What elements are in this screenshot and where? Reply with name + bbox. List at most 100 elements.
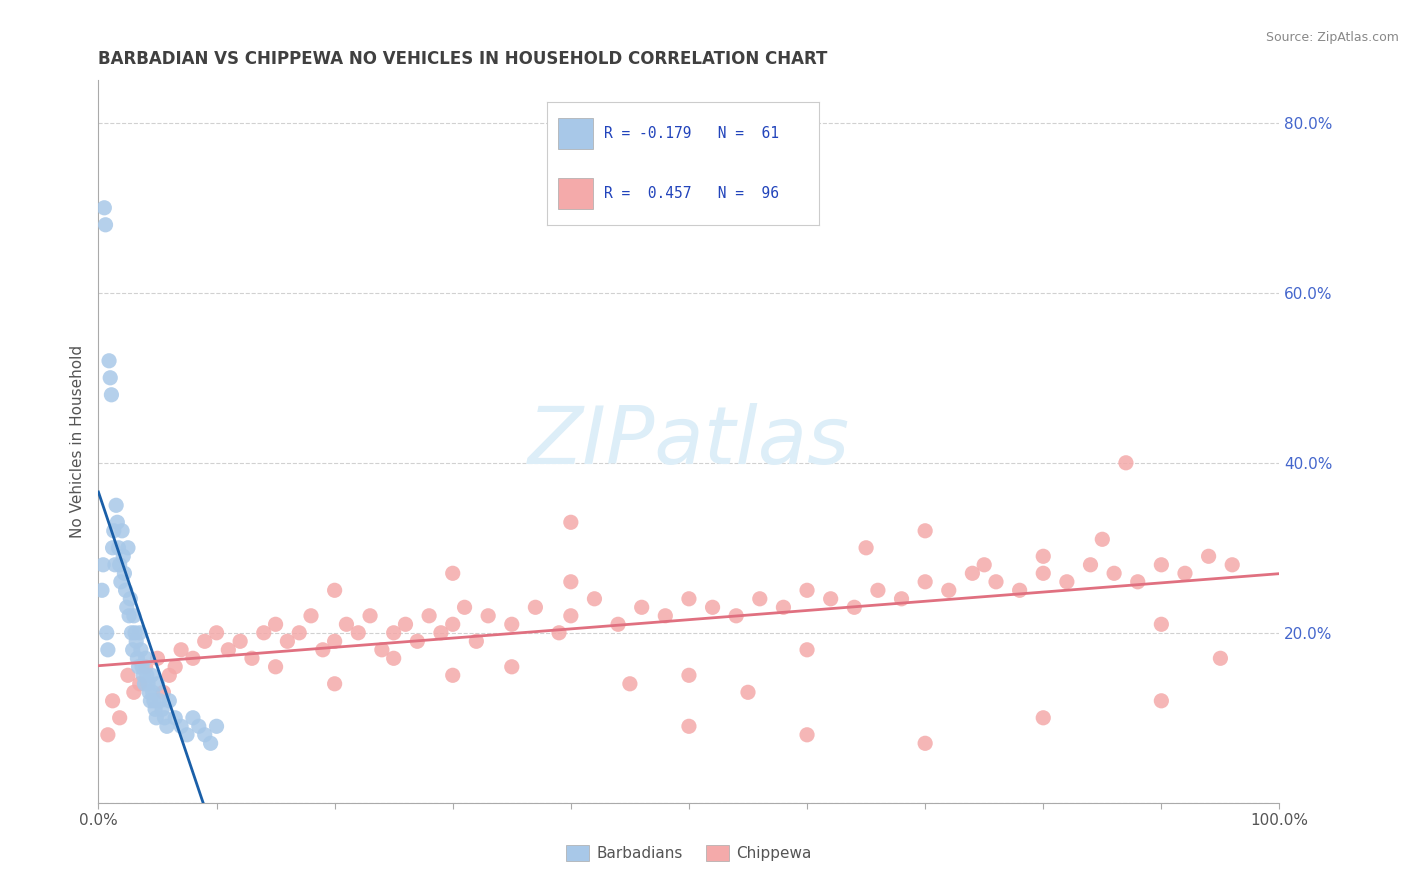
Point — [112, 566, 135, 581]
Point — [678, 668, 700, 682]
Point — [323, 677, 346, 691]
Point — [855, 541, 877, 555]
Point — [1174, 566, 1197, 581]
Point — [382, 625, 405, 640]
Point — [335, 617, 357, 632]
Point — [142, 694, 165, 708]
Point — [914, 574, 936, 589]
Point — [107, 541, 129, 555]
Point — [97, 642, 120, 657]
Point — [141, 668, 163, 682]
Point — [91, 583, 114, 598]
Text: ZIPatlas: ZIPatlas — [527, 402, 851, 481]
Point — [1150, 694, 1173, 708]
Point — [136, 677, 159, 691]
Point — [276, 634, 298, 648]
Point — [122, 608, 145, 623]
Point — [371, 642, 394, 657]
Point — [866, 583, 889, 598]
Point — [127, 651, 149, 665]
Point — [1032, 549, 1054, 564]
Point — [560, 516, 582, 530]
Point — [229, 634, 252, 648]
Point — [205, 719, 228, 733]
Point — [146, 651, 169, 665]
Point — [441, 566, 464, 581]
Point — [501, 660, 523, 674]
Point — [1008, 583, 1031, 598]
Point — [128, 677, 150, 691]
Point — [820, 591, 842, 606]
Point — [146, 677, 169, 691]
Point — [135, 668, 157, 682]
Point — [253, 625, 276, 640]
Point — [678, 719, 700, 733]
Point — [323, 583, 346, 598]
Point — [312, 642, 335, 657]
Point — [560, 608, 582, 623]
Point — [165, 711, 187, 725]
Point — [181, 711, 204, 725]
Point — [111, 524, 134, 538]
Point — [1220, 558, 1243, 572]
Point — [94, 218, 117, 232]
Point — [110, 574, 132, 589]
Point — [128, 625, 150, 640]
Point — [121, 625, 143, 640]
Point — [430, 625, 453, 640]
Point — [139, 694, 162, 708]
Point — [150, 702, 173, 716]
Point — [984, 574, 1007, 589]
Point — [702, 600, 724, 615]
Point — [406, 634, 429, 648]
Point — [101, 541, 124, 555]
Point — [120, 591, 142, 606]
Point — [323, 634, 346, 648]
Point — [938, 583, 960, 598]
Point — [153, 711, 176, 725]
Point — [583, 591, 606, 606]
Point — [115, 600, 138, 615]
Point — [1198, 549, 1220, 564]
Point — [914, 524, 936, 538]
Point — [117, 668, 139, 682]
Point — [118, 608, 141, 623]
Point — [91, 558, 114, 572]
Point — [678, 591, 700, 606]
Point — [181, 651, 204, 665]
Point — [973, 558, 995, 572]
Point — [93, 201, 115, 215]
Point — [772, 600, 794, 615]
Point — [796, 583, 818, 598]
Point — [98, 353, 121, 368]
Point — [288, 625, 311, 640]
Point — [117, 541, 139, 555]
Point — [170, 719, 193, 733]
Point — [114, 583, 136, 598]
Point — [108, 711, 131, 725]
Point — [796, 728, 818, 742]
Point — [100, 388, 122, 402]
Point — [145, 711, 167, 725]
Point — [135, 660, 157, 674]
Point — [394, 617, 416, 632]
Point — [112, 549, 135, 564]
Point — [143, 702, 166, 716]
Point — [129, 642, 152, 657]
Point — [347, 625, 370, 640]
Point — [194, 728, 217, 742]
Point — [654, 608, 676, 623]
Point — [104, 558, 127, 572]
Point — [105, 498, 128, 512]
Point — [156, 719, 179, 733]
Point — [105, 516, 128, 530]
Point — [299, 608, 322, 623]
Point — [962, 566, 984, 581]
Point — [560, 574, 582, 589]
Point — [176, 728, 198, 742]
Point — [200, 736, 222, 750]
Point — [524, 600, 547, 615]
Point — [108, 558, 131, 572]
Point — [1126, 574, 1149, 589]
Point — [124, 625, 146, 640]
